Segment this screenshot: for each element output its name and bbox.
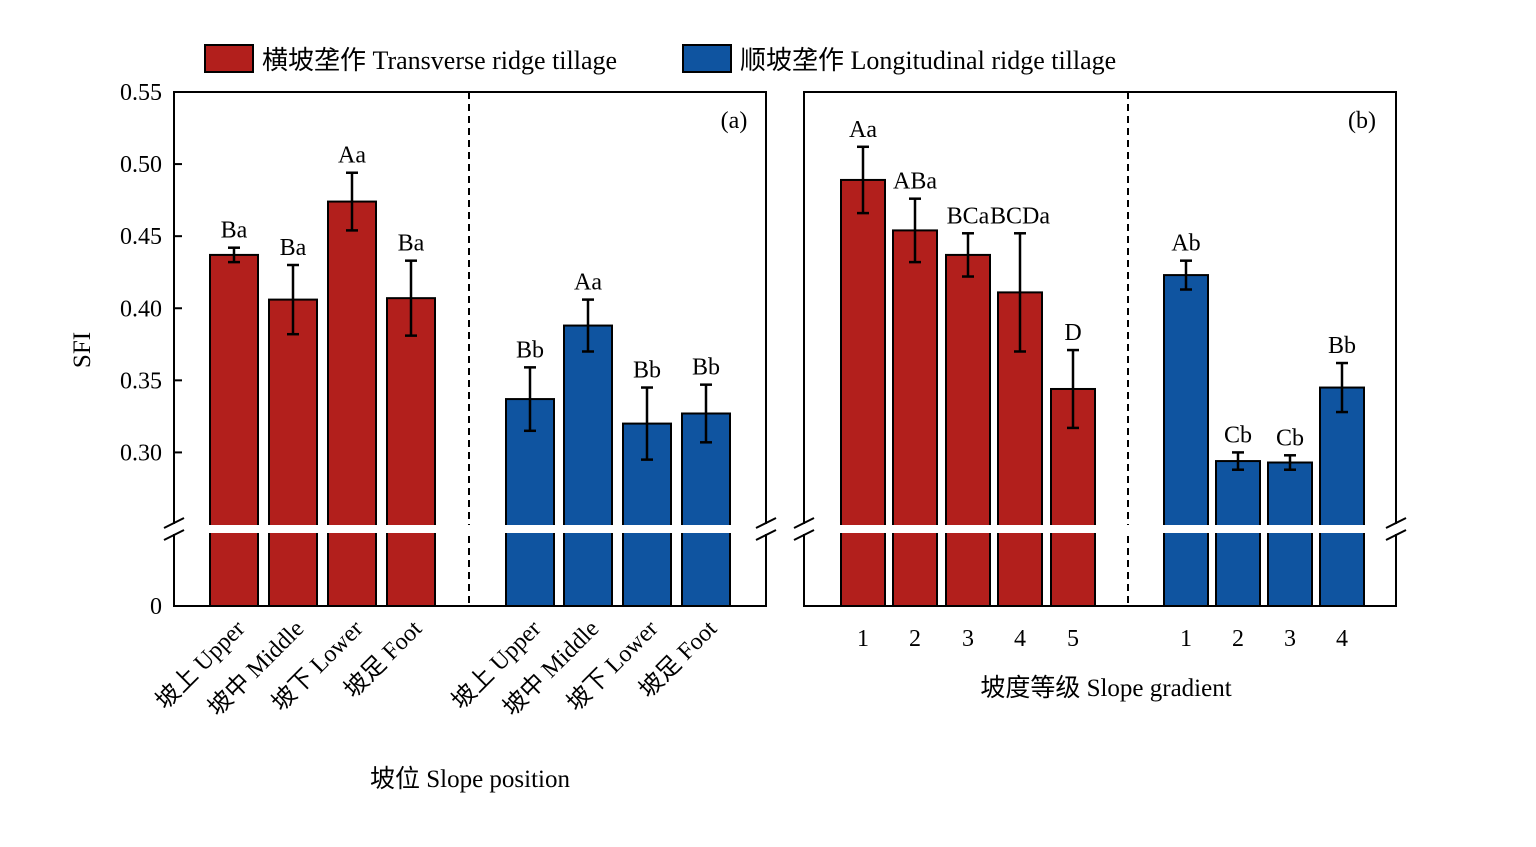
bar-transverse — [386, 297, 436, 607]
bar-transverse — [892, 229, 938, 607]
bar-longitudinal — [1319, 386, 1365, 607]
x-tick-label: 3 — [1284, 626, 1296, 652]
x-tick-label: 1 — [1180, 626, 1192, 652]
axis-break-band — [175, 525, 765, 533]
significance-label: D — [1064, 320, 1081, 346]
axis-break-mark — [755, 529, 777, 541]
legend-swatch-longitudinal — [682, 44, 732, 73]
bar-transverse — [840, 178, 886, 607]
x-tick-label: 1 — [857, 626, 869, 652]
bar-transverse — [327, 200, 377, 607]
legend-label-longitudinal: 顺坡垄作 Longitudinal ridge tillage — [740, 46, 1116, 75]
x-axis-title: 坡位 Slope position — [370, 765, 571, 793]
significance-label: Aa — [338, 143, 366, 169]
y-tick-label: 0.35 — [120, 368, 162, 394]
axis-break-band — [805, 525, 1395, 533]
axis-break-mark — [1385, 517, 1407, 529]
panel-b: Aa 1 ABa 2 BCa 3 BCDa 4 D 5 Ab 1 Cb 2 Cb 3 Bb 4 (b) 坡度等级 Sl… — [793, 91, 1407, 702]
bar-transverse — [209, 253, 259, 608]
x-tick-label: 4 — [1336, 626, 1348, 652]
axis-break-mark — [793, 529, 815, 541]
significance-label: ABa — [893, 169, 937, 195]
significance-label: Bb — [516, 337, 544, 363]
bar-longitudinal — [563, 324, 613, 607]
x-tick-label: 2 — [1232, 626, 1244, 652]
panel-tag: (a) — [721, 108, 748, 134]
axis-break-gap — [800, 524, 808, 534]
axis-break-mark — [163, 517, 185, 529]
bar-longitudinal — [1163, 274, 1209, 607]
y-tick-label: 0.55 — [120, 80, 162, 106]
bar-longitudinal — [505, 398, 555, 608]
axis-break-mark — [793, 517, 815, 529]
bar-transverse — [945, 253, 991, 608]
axis-break-mark — [163, 529, 185, 541]
significance-label: Bb — [1328, 333, 1356, 359]
y-tick-label: 0.50 — [120, 152, 162, 178]
axis-break-gap — [762, 524, 770, 534]
y-tick-label: 0 — [150, 594, 162, 620]
y-tick-label: 0.45 — [120, 224, 162, 250]
bar-longitudinal — [1215, 460, 1261, 608]
y-tick-label: 0.30 — [120, 440, 162, 466]
significance-label: BCDa — [990, 203, 1050, 229]
x-tick-label: 2 — [909, 626, 921, 652]
bar-transverse — [268, 298, 318, 607]
bar-longitudinal — [1267, 461, 1313, 607]
significance-label: Cb — [1276, 425, 1304, 451]
y-axis-title: SFI — [69, 332, 96, 368]
significance-label: BCa — [947, 203, 990, 229]
significance-label: Aa — [849, 117, 877, 143]
x-tick-label: 3 — [962, 626, 974, 652]
significance-label: Ba — [398, 231, 425, 257]
bar-longitudinal — [681, 412, 731, 607]
y-axis-ticks: 0.55 0.50 0.45 0.40 0.35 0.30 0 — [120, 80, 182, 620]
axis-break-mark — [755, 517, 777, 529]
significance-label: Ab — [1171, 231, 1200, 257]
significance-label: Aa — [574, 270, 602, 296]
axis-break-gap — [170, 524, 178, 534]
y-tick-label: 0.40 — [120, 296, 162, 322]
significance-label: Ba — [221, 218, 248, 244]
x-axis-title: 坡度等级 Slope gradient — [980, 674, 1231, 702]
significance-label: Bb — [692, 355, 720, 381]
legend-label-transverse: 横坡垄作 Transverse ridge tillage — [262, 46, 617, 75]
significance-label: Bb — [633, 358, 661, 384]
panel-frame — [803, 91, 1397, 607]
significance-label: Cb — [1224, 422, 1252, 448]
significance-label: Ba — [280, 235, 307, 261]
panel-tag: (b) — [1348, 108, 1376, 134]
legend: 横坡垄作 Transverse ridge tillage 顺坡垄作 Longit… — [204, 44, 1116, 75]
axis-break-gap — [1392, 524, 1400, 534]
legend-swatch-transverse — [204, 44, 254, 73]
x-tick-label: 5 — [1067, 626, 1079, 652]
axis-break-mark — [1385, 529, 1407, 541]
x-tick-label: 4 — [1014, 626, 1026, 652]
